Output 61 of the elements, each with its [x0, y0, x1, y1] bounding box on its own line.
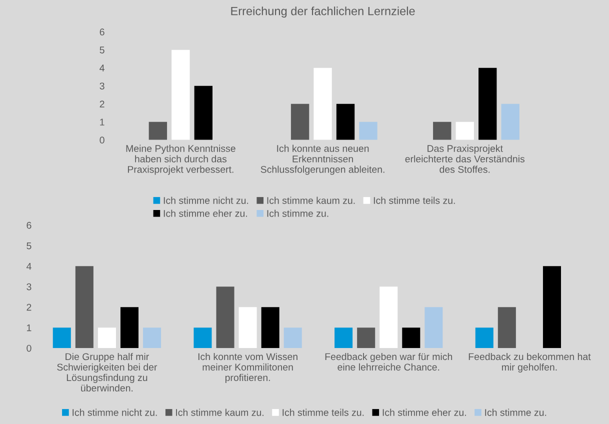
bar: [336, 104, 355, 140]
x-tick-label: Ich konnte vom Wissen meiner Kommilitonen profitieren.: [198, 352, 298, 383]
legend-label: Ich stimme kaum zu.: [267, 196, 355, 204]
y-tick-label: 3: [100, 82, 104, 90]
legend-label: Ich stimme nicht zu.: [72, 408, 157, 416]
x-tick-label: Meine Python Kenntnisse haben sich durch das Praxisprojekt verbessert.: [126, 144, 236, 175]
bar: [148, 122, 168, 140]
y-tick-label: 3: [26, 283, 32, 290]
x-tick-label: Die Gruppe half mir Schwierigkeiten bei der Lösungsfindung zu überwinden.: [57, 352, 158, 392]
y-tick-label: 1: [27, 324, 32, 332]
bar: [380, 286, 398, 348]
bar: [194, 328, 212, 348]
bar: [402, 328, 420, 348]
bar: [498, 307, 516, 348]
y-tick-label: 1: [100, 118, 104, 126]
bar: [433, 122, 452, 140]
legend-label: Ich stimme nicht zu.: [164, 196, 248, 204]
y-tick-label: 0: [26, 344, 32, 352]
bar: [284, 328, 302, 348]
bar: [238, 307, 257, 348]
bar: [501, 104, 520, 140]
legend-label: Ich stimme eher zu.: [164, 210, 247, 217]
bar: [542, 266, 561, 348]
chart-title: Erreichung der fachlichen Lernziele: [231, 6, 415, 18]
bar: [172, 50, 190, 140]
bar: [290, 104, 310, 140]
y-tick-label: 0: [100, 136, 104, 144]
bar: [456, 122, 474, 140]
legend-label: Ich stimme zu.: [267, 210, 328, 217]
x-tick-label: Feedback geben war für mich eine lehrreiche Chance.: [325, 352, 452, 371]
bar: [314, 68, 332, 140]
x-tick-label: Ich konnte aus neuen Erkenntnissen Schlussfolgerungen ableiten.: [260, 144, 384, 175]
bar: [357, 328, 376, 348]
bar: [261, 307, 280, 348]
x-tick-label: Das Praxisprojekt erleichterte das Verständnis des Stoffes.: [405, 144, 525, 173]
legend-label: Ich stimme teils zu.: [282, 408, 364, 416]
bar: [359, 122, 378, 140]
y-tick-label: 6: [26, 222, 32, 229]
y-tick-label: 2: [100, 100, 104, 108]
bar: [143, 328, 162, 348]
y-tick-label: 5: [26, 242, 32, 250]
bar: [120, 307, 138, 348]
legend-label: Ich stimme eher zu.: [382, 408, 466, 416]
y-tick-label: 6: [100, 28, 104, 36]
y-tick-label: 5: [100, 46, 104, 54]
legend-label: Ich stimme kaum zu.: [176, 408, 264, 416]
legend-label: Ich stimme teils zu.: [374, 196, 455, 204]
bar: [52, 328, 71, 348]
y-tick-label: 2: [26, 304, 32, 311]
bar: [475, 328, 494, 348]
bar: [216, 286, 234, 348]
legend-label: Ich stimme zu.: [485, 408, 546, 416]
y-tick-label: 4: [26, 262, 32, 270]
bar: [478, 68, 497, 140]
bar: [334, 328, 353, 348]
bar: [98, 328, 116, 348]
bar: [424, 307, 443, 348]
y-tick-label: 4: [100, 64, 104, 72]
bar: [75, 266, 94, 348]
bar: [194, 86, 212, 140]
x-tick-label: Feedback zu bekommen hat mir geholfen.: [468, 352, 591, 372]
